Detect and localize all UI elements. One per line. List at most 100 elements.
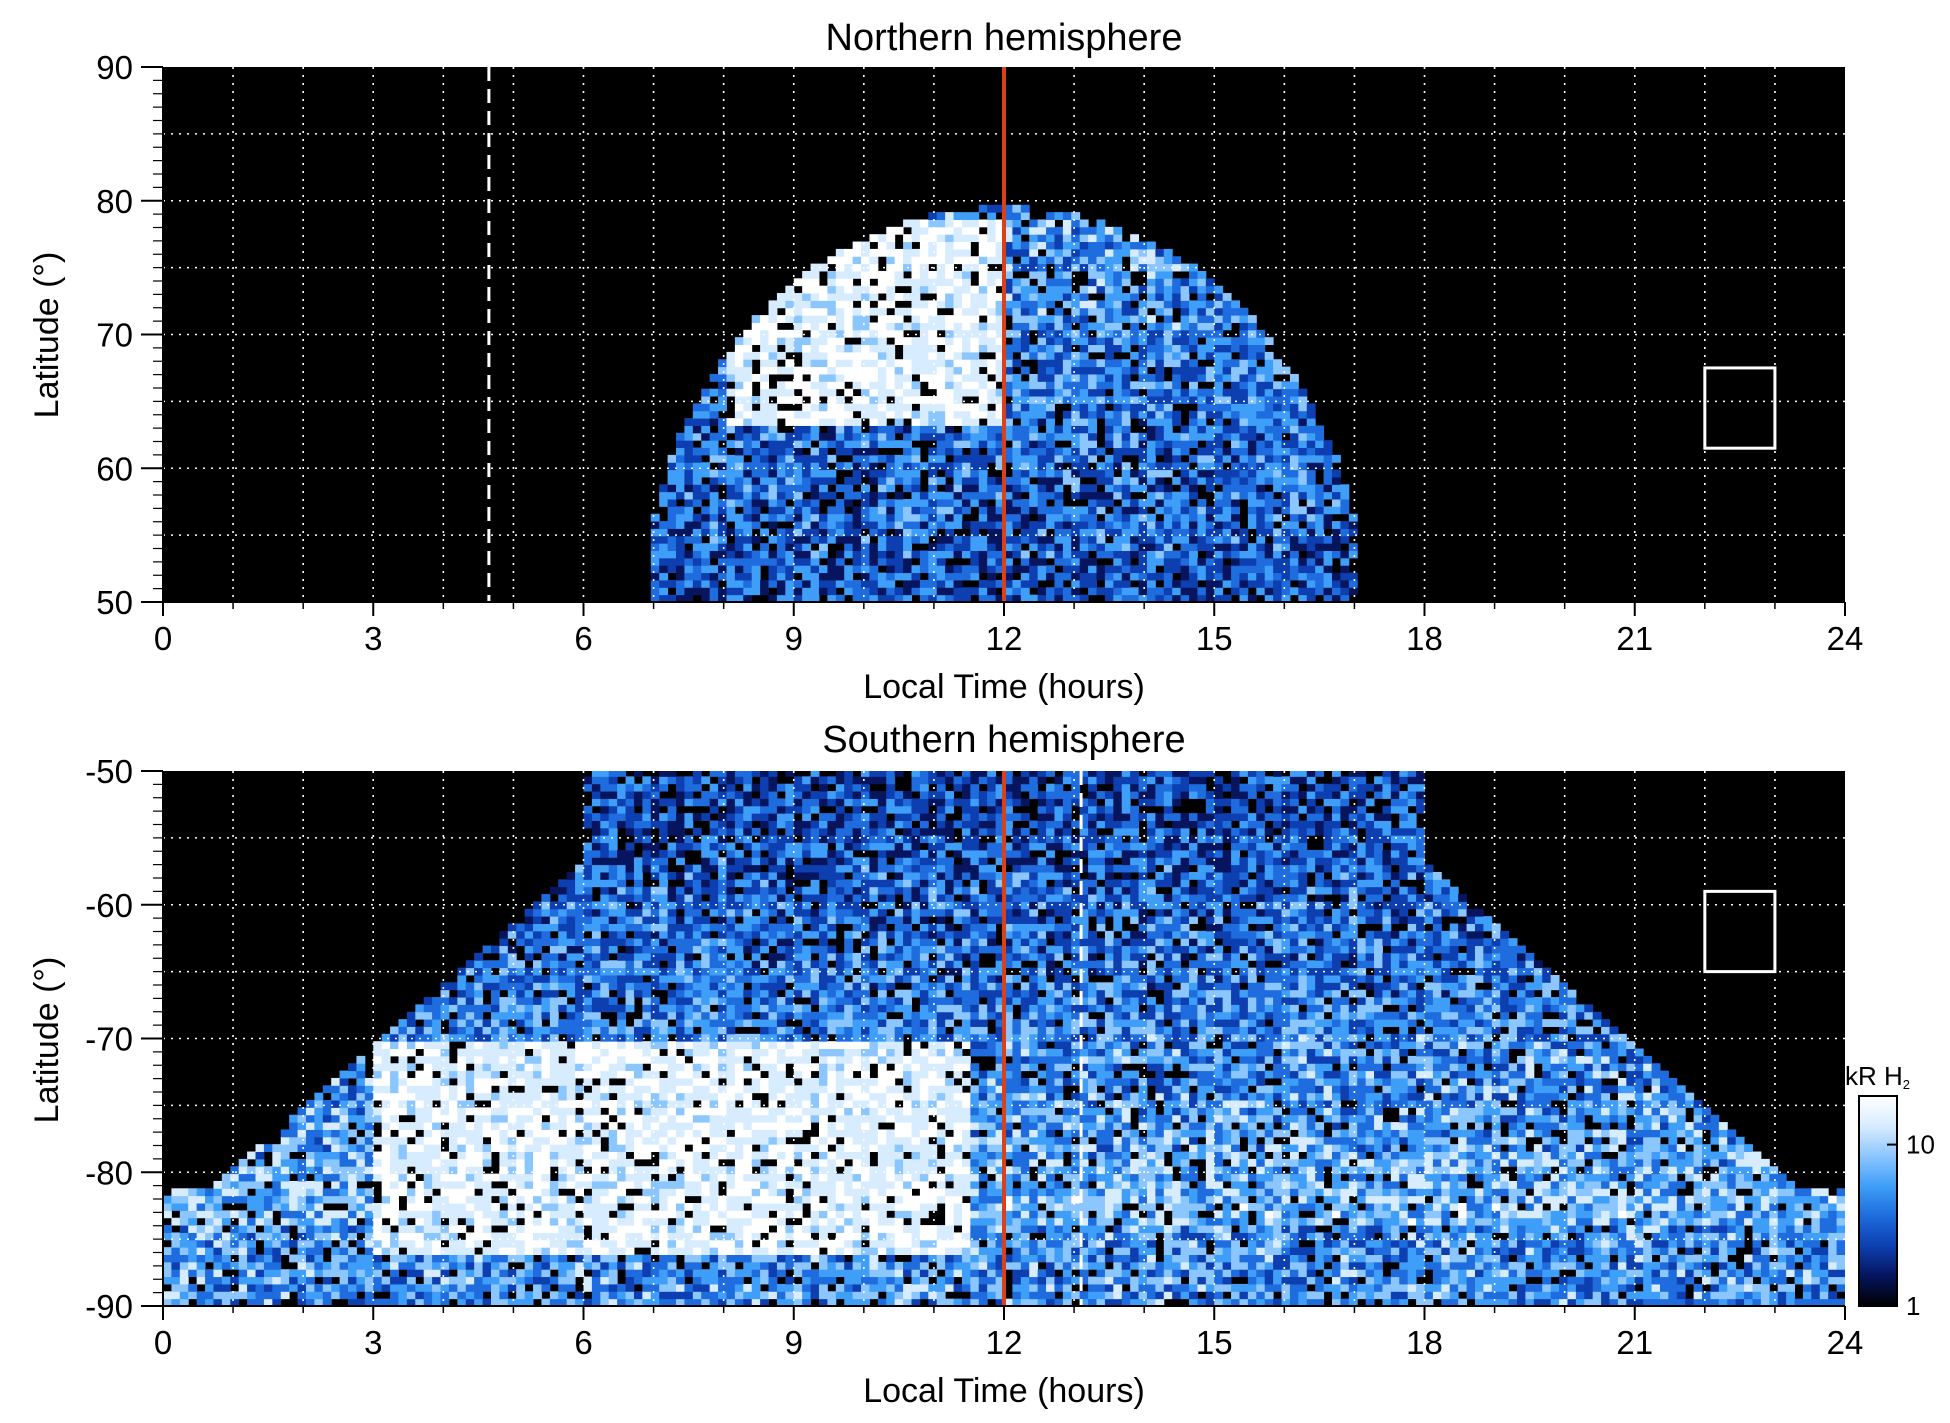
emission-cell (516, 1210, 526, 1219)
emission-cell (457, 1019, 467, 1027)
emission-cell (221, 1261, 231, 1270)
emission-cell (1020, 528, 1030, 537)
emission-cell (835, 499, 845, 507)
emission-cell (987, 241, 997, 250)
emission-cell (818, 329, 828, 338)
emission-cell (1029, 418, 1039, 426)
emission-cell (1205, 543, 1215, 552)
emission-cell (1180, 469, 1190, 478)
emission-cell (718, 381, 727, 390)
emission-cell (709, 432, 719, 441)
emission-cell (1088, 278, 1098, 287)
emission-cell (230, 1210, 240, 1219)
emission-cell (827, 476, 837, 485)
emission-cell (684, 499, 694, 507)
emission-cell (482, 1188, 492, 1197)
emission-cell (1214, 594, 1224, 602)
emission-cell (1121, 462, 1131, 471)
emission-cell (1062, 351, 1072, 360)
emission-cell (1004, 432, 1013, 441)
emission-cell (1180, 388, 1190, 397)
emission-cell (566, 1217, 576, 1226)
emission-cell (894, 572, 904, 581)
emission-cell (381, 1151, 391, 1160)
emission-cell (919, 248, 929, 257)
emission-cell (1113, 366, 1123, 375)
emission-cell (1231, 513, 1240, 522)
emission-cell (1146, 263, 1156, 272)
emission-cell (339, 1210, 349, 1219)
emission-cell (1214, 587, 1224, 596)
emission-cell (835, 322, 845, 331)
emission-cell (1037, 462, 1047, 471)
emission-cell (1079, 381, 1089, 390)
emission-cell (701, 396, 711, 404)
emission-cell (1222, 476, 1232, 485)
emission-cell (1222, 572, 1232, 581)
emission-cell (499, 930, 509, 939)
emission-cell (1079, 484, 1089, 493)
emission-cell (516, 1247, 526, 1256)
emission-cell (1138, 535, 1148, 544)
emission-cell (692, 418, 702, 426)
emission-cell (1239, 344, 1249, 353)
emission-cell (734, 366, 744, 375)
emission-cell (1079, 337, 1089, 346)
emission-cell (953, 462, 963, 471)
emission-cell (1273, 388, 1283, 397)
emission-cell (575, 1070, 584, 1079)
emission-cell (583, 886, 593, 895)
emission-cell (1340, 499, 1350, 507)
emission-cell (1180, 285, 1190, 294)
emission-cell (465, 1033, 475, 1042)
emission-cell (1004, 550, 1013, 559)
emission-cell (524, 1298, 534, 1306)
emission-cell (575, 1261, 584, 1270)
emission-cell (1104, 270, 1114, 279)
emission-cell (272, 1232, 282, 1241)
emission-cell (877, 344, 887, 353)
emission-cell (1062, 454, 1072, 463)
emission-cell (1180, 521, 1190, 529)
emission-cell (953, 234, 963, 243)
emission-cell (676, 528, 685, 537)
emission-cell (482, 1004, 492, 1013)
emission-cell (1231, 447, 1240, 456)
emission-cell (448, 1247, 458, 1256)
emission-cell (945, 535, 955, 544)
emission-cell (398, 1063, 408, 1072)
emission-cell (793, 594, 803, 602)
emission-cell (1121, 337, 1131, 346)
emission-cell (961, 594, 971, 602)
emission-cell (1012, 506, 1022, 515)
emission-cell (1113, 381, 1123, 390)
emission-cell (339, 1247, 349, 1256)
emission-cell (692, 462, 702, 471)
emission-cell (810, 329, 820, 338)
emission-cell (818, 513, 828, 522)
emission-cell (1113, 307, 1123, 316)
emission-cell (978, 285, 988, 294)
emission-cell (1079, 528, 1089, 537)
emission-cell (331, 1100, 341, 1108)
emission-cell (1121, 293, 1131, 301)
emission-cell (171, 1203, 181, 1211)
emission-cell (894, 454, 904, 463)
emission-cell (785, 543, 795, 552)
emission-cell (575, 1239, 584, 1248)
emission-cell (1315, 521, 1325, 529)
emission-cell (861, 469, 870, 478)
emission-cell (524, 1276, 534, 1285)
emission-cell (760, 315, 770, 323)
emission-cell (364, 1217, 374, 1226)
emission-cell (945, 432, 955, 441)
emission-cell (1172, 440, 1182, 449)
emission-cell (751, 337, 761, 346)
emission-cell (1205, 513, 1215, 522)
emission-cell (961, 476, 971, 485)
emission-cell (499, 1195, 509, 1204)
emission-cell (499, 1173, 509, 1182)
emission-cell (1273, 587, 1283, 596)
emission-cell (1315, 513, 1325, 522)
emission-cell (1046, 300, 1055, 309)
